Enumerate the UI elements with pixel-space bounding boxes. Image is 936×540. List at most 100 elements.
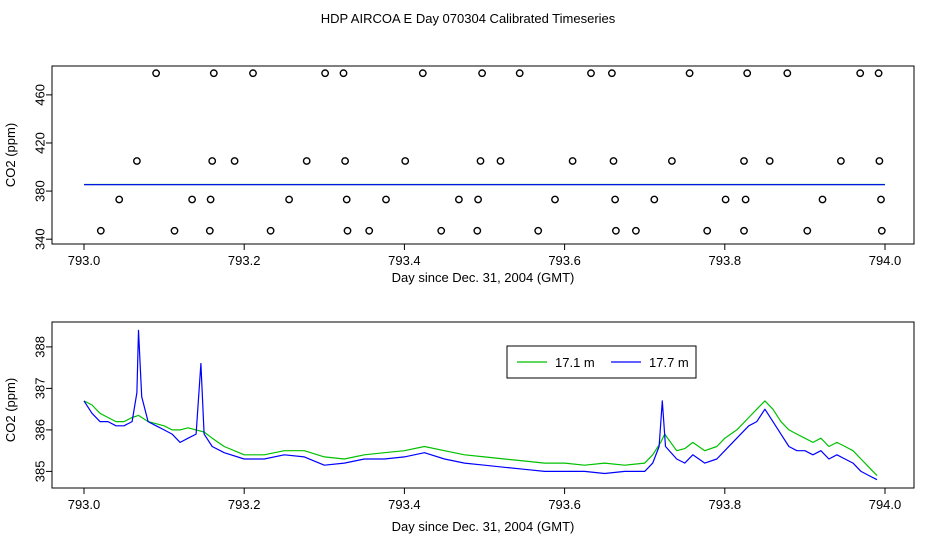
top-y-tick-label-460: 460 bbox=[33, 84, 48, 106]
calibration-point-373-13 bbox=[818, 195, 827, 204]
calibration-point-347-13 bbox=[803, 226, 812, 235]
calibration-point-373-2 bbox=[206, 195, 215, 204]
calibration-point-373-10 bbox=[650, 195, 659, 204]
top-y-tick-label-340: 340 bbox=[33, 228, 48, 250]
calibration-point-347-9 bbox=[612, 226, 620, 235]
calibration-point-405-1 bbox=[208, 157, 217, 165]
calibration-point-373-14 bbox=[877, 195, 885, 204]
calibration-point-478-4 bbox=[339, 69, 348, 78]
calibration-point-347-12 bbox=[740, 226, 748, 235]
calibration-point-478-5 bbox=[418, 69, 427, 78]
top-panel: 793.0 793.2 793.4 793.6 793.8 794.0 340 380 420… bbox=[3, 65, 915, 285]
bottom-x-tick-label-793-2: 793.2 bbox=[228, 497, 261, 512]
calibration-point-347-10 bbox=[632, 226, 640, 235]
top-y-tick-label-420: 420 bbox=[33, 132, 48, 154]
calibration-point-478-12 bbox=[783, 69, 792, 78]
top-y-axis: 340 380 420 460 bbox=[33, 84, 53, 250]
top-x-tick-label-794-0: 794.0 bbox=[869, 253, 902, 268]
calibration-point-405-8 bbox=[568, 157, 577, 165]
calibration-point-347-5 bbox=[365, 226, 374, 235]
top-x-tick-label-793-8: 793.8 bbox=[709, 253, 742, 268]
bottom-x-axis-label: Day since Dec. 31, 2004 (GMT) bbox=[392, 519, 575, 534]
calibration-point-478-1 bbox=[209, 69, 218, 78]
bottom-x-tick-label-794-0: 794.0 bbox=[869, 497, 902, 512]
legend: 17.1 m 17.7 m bbox=[506, 345, 697, 379]
calibration-point-405-3 bbox=[302, 157, 311, 165]
calibration-point-405-10 bbox=[668, 157, 676, 165]
calibration-point-373-3 bbox=[285, 195, 293, 204]
top-y-tick-label-380: 380 bbox=[33, 180, 48, 202]
calibration-point-347-14 bbox=[877, 226, 886, 235]
calibration-point-478-0 bbox=[152, 69, 161, 78]
calibration-point-478-11 bbox=[743, 69, 752, 78]
calibration-point-405-12 bbox=[765, 157, 774, 165]
bottom-y-tick-label-385: 385 bbox=[33, 461, 48, 483]
calibration-point-405-13 bbox=[837, 157, 845, 165]
calibration-point-347-4 bbox=[343, 226, 352, 235]
top-calibration-points bbox=[96, 69, 886, 235]
bottom-y-axis: 385 386 387 388 bbox=[33, 336, 53, 482]
calibration-point-405-11 bbox=[740, 157, 748, 165]
top-x-tick-label-793-4: 793.4 bbox=[388, 253, 421, 268]
calibration-point-478-8 bbox=[587, 69, 595, 78]
bottom-x-tick-label-793-6: 793.6 bbox=[548, 497, 581, 512]
bottom-x-tick-label-793-4: 793.4 bbox=[388, 497, 421, 512]
bottom-y-axis-label: CO2 (ppm) bbox=[3, 378, 18, 442]
calibration-point-478-14 bbox=[874, 69, 883, 78]
calibration-point-405-9 bbox=[609, 157, 618, 165]
calibration-point-405-2 bbox=[230, 157, 239, 165]
calibration-point-373-0 bbox=[115, 195, 124, 204]
calibration-point-478-2 bbox=[249, 69, 257, 78]
top-x-tick-label-793-6: 793.6 bbox=[548, 253, 581, 268]
bottom-panel: 793.0 793.2 793.4 793.6 793.8 794.0 385 386 387… bbox=[3, 321, 915, 534]
calibration-point-405-0 bbox=[132, 157, 141, 165]
calibration-point-347-3 bbox=[266, 226, 275, 235]
calibration-point-478-3 bbox=[321, 69, 329, 78]
bottom-y-tick-label-387: 387 bbox=[33, 378, 48, 400]
calibration-point-373-8 bbox=[551, 195, 559, 204]
calibration-point-478-13 bbox=[856, 69, 865, 78]
top-plot-frame bbox=[51, 65, 915, 245]
calibration-point-373-4 bbox=[342, 195, 351, 204]
calibration-point-347-1 bbox=[170, 226, 179, 235]
bottom-y-tick-label-386: 386 bbox=[33, 419, 48, 441]
bottom-series-lines bbox=[83, 329, 878, 481]
calibration-point-405-5 bbox=[401, 157, 410, 165]
calibration-point-347-6 bbox=[437, 226, 446, 235]
calibration-point-405-6 bbox=[476, 157, 485, 165]
bottom-x-tick-label-793-8: 793.8 bbox=[709, 497, 742, 512]
legend-label-17-7-m: 17.7 m bbox=[649, 355, 689, 370]
top-x-axis: 793.0 793.2 793.4 793.6 793.8 794.0 bbox=[68, 243, 902, 268]
calibration-point-405-4 bbox=[341, 157, 349, 165]
calibration-point-347-2 bbox=[205, 226, 214, 235]
calibration-point-347-11 bbox=[703, 226, 712, 235]
bottom-series-17-1-m bbox=[83, 400, 878, 477]
chart-title: HDP AIRCOA E Day 070304 Calibrated Times… bbox=[321, 11, 616, 26]
calibration-point-347-8 bbox=[534, 226, 543, 235]
top-x-axis-label: Day since Dec. 31, 2004 (GMT) bbox=[392, 270, 575, 285]
calibration-point-373-9 bbox=[611, 195, 619, 204]
bottom-y-tick-label-388: 388 bbox=[33, 336, 48, 358]
calibration-point-347-0 bbox=[96, 226, 105, 235]
top-x-tick-label-793-0: 793.0 bbox=[68, 253, 101, 268]
calibration-point-478-9 bbox=[608, 69, 616, 78]
calibration-point-478-7 bbox=[515, 69, 524, 78]
calibration-point-405-14 bbox=[875, 157, 884, 165]
bottom-x-tick-label-793-0: 793.0 bbox=[68, 497, 101, 512]
calibration-point-373-1 bbox=[188, 195, 197, 204]
calibration-point-373-11 bbox=[721, 195, 730, 204]
top-x-tick-label-793-2: 793.2 bbox=[228, 253, 261, 268]
calibration-point-405-7 bbox=[496, 157, 505, 165]
bottom-x-axis: 793.0 793.2 793.4 793.6 793.8 794.0 bbox=[68, 487, 902, 512]
top-y-axis-label: CO2 (ppm) bbox=[3, 123, 18, 187]
legend-label-17-1-m: 17.1 m bbox=[555, 355, 595, 370]
calibration-point-347-7 bbox=[473, 226, 482, 235]
calibration-point-373-5 bbox=[382, 195, 390, 204]
calibration-point-373-7 bbox=[474, 195, 482, 204]
calibration-point-373-6 bbox=[454, 195, 463, 204]
calibration-point-478-6 bbox=[478, 69, 486, 78]
calibration-point-478-10 bbox=[685, 69, 694, 78]
bottom-series-17-7-m bbox=[83, 329, 878, 481]
calibration-point-373-12 bbox=[741, 195, 750, 204]
